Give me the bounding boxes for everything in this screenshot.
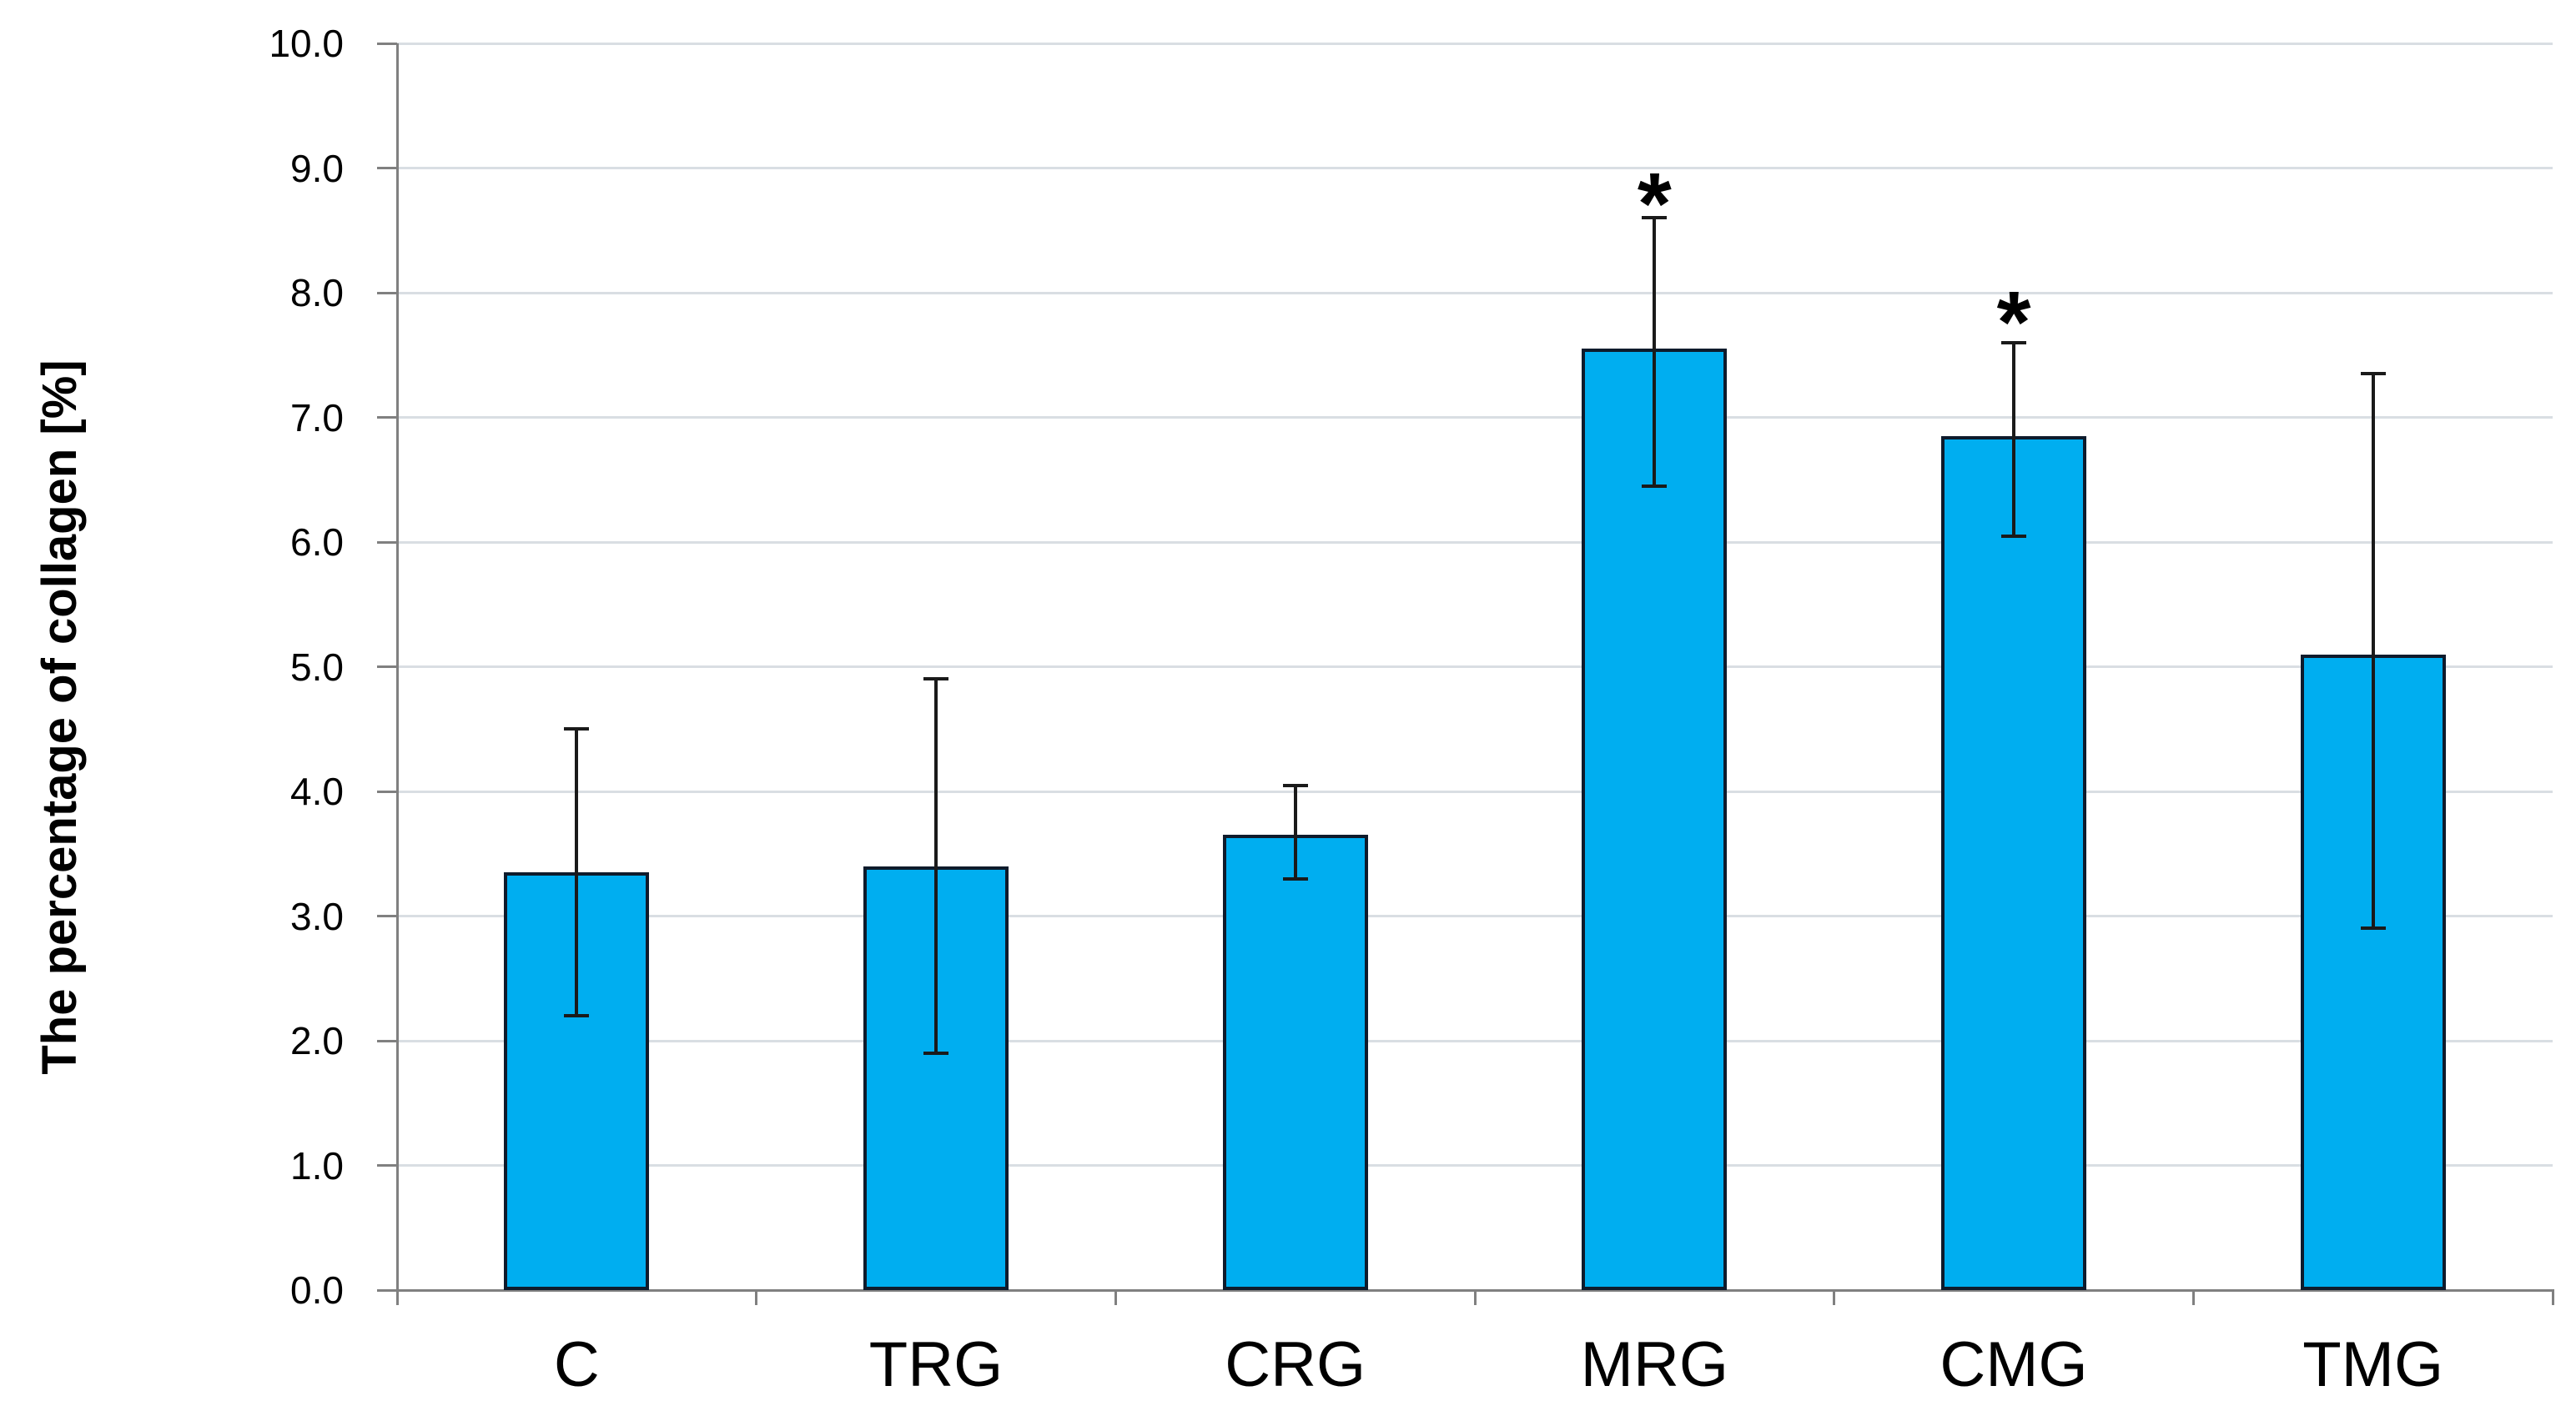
y-axis-tick xyxy=(377,1039,397,1042)
x-category-label: MRG xyxy=(1580,1329,1728,1400)
x-axis-tick xyxy=(755,1291,758,1305)
gridline xyxy=(397,1039,2553,1042)
significance-star: * xyxy=(1637,154,1672,253)
gridline xyxy=(397,167,2553,169)
error-bar-cap-bottom xyxy=(1282,876,1308,881)
y-axis-tick xyxy=(377,540,397,544)
x-axis-tick xyxy=(2551,1291,2554,1305)
y-tick-label: 9.0 xyxy=(290,146,344,190)
x-axis-tick xyxy=(1114,1291,1117,1305)
y-axis-tick xyxy=(377,790,397,793)
gridline xyxy=(397,291,2553,294)
y-axis-tick xyxy=(377,1288,397,1292)
gridline xyxy=(397,665,2553,668)
error-bar-line xyxy=(934,679,938,1053)
y-axis-line xyxy=(395,43,399,1293)
error-bar-cap-bottom xyxy=(2360,926,2386,931)
gridline xyxy=(397,1164,2553,1167)
x-category-label: TRG xyxy=(868,1329,1004,1400)
x-category-label: C xyxy=(553,1329,600,1400)
gridline xyxy=(397,790,2553,793)
y-axis-tick xyxy=(377,291,397,294)
x-axis-tick xyxy=(1473,1291,1477,1305)
y-axis-tick xyxy=(377,167,397,169)
y-axis-tick xyxy=(377,42,397,45)
x-category-label: TMG xyxy=(2302,1329,2444,1400)
x-axis-tick xyxy=(1833,1291,1836,1305)
gridline xyxy=(397,416,2553,419)
x-axis-line xyxy=(395,1288,2554,1292)
error-bar-line xyxy=(575,729,579,1017)
x-axis-tick xyxy=(395,1291,399,1305)
error-bar-cap-top xyxy=(923,677,948,681)
error-bar-cap-top xyxy=(564,727,590,731)
gridline xyxy=(397,540,2553,544)
y-tick-label: 2.0 xyxy=(290,1019,344,1062)
gridline xyxy=(397,915,2553,917)
y-tick-label: 5.0 xyxy=(290,645,344,689)
y-axis-tick xyxy=(377,416,397,419)
bar xyxy=(1222,835,1368,1290)
error-bar-line xyxy=(1653,218,1657,486)
error-bar-cap-bottom xyxy=(923,1051,948,1055)
y-tick-label: 7.0 xyxy=(290,395,344,439)
error-bar-cap-bottom xyxy=(564,1014,590,1018)
y-tick-label: 6.0 xyxy=(290,520,344,564)
bar xyxy=(1582,349,1728,1290)
y-axis-tick xyxy=(377,1164,397,1167)
error-bar-cap-bottom xyxy=(2001,534,2026,538)
error-bar-line xyxy=(2012,342,2015,536)
error-bar-line xyxy=(2371,374,2375,929)
y-axis-title: The percentage of collagen [%] xyxy=(33,359,87,1075)
y-tick-label: 1.0 xyxy=(290,1143,344,1188)
error-bar-cap-top xyxy=(2360,372,2386,376)
y-tick-label: 0.0 xyxy=(290,1268,344,1312)
gridline xyxy=(397,42,2553,45)
y-tick-label: 4.0 xyxy=(290,770,344,813)
y-axis-tick xyxy=(377,915,397,917)
significance-star: * xyxy=(1996,273,2031,371)
error-bar-cap-top xyxy=(1282,783,1308,787)
error-bar-line xyxy=(1293,785,1297,879)
y-tick-label: 3.0 xyxy=(290,894,344,938)
bar xyxy=(1941,435,2086,1290)
error-bar-cap-top xyxy=(1642,216,1668,220)
error-bar-cap-bottom xyxy=(1642,484,1668,488)
y-axis-tick xyxy=(377,665,397,668)
x-category-label: CRG xyxy=(1225,1329,1366,1400)
x-axis-tick xyxy=(2191,1291,2195,1305)
x-category-label: CMG xyxy=(1940,1329,2088,1400)
y-tick-label: 8.0 xyxy=(290,271,344,314)
y-tick-label: 10.0 xyxy=(269,22,344,65)
error-bar-cap-top xyxy=(2001,340,2026,344)
